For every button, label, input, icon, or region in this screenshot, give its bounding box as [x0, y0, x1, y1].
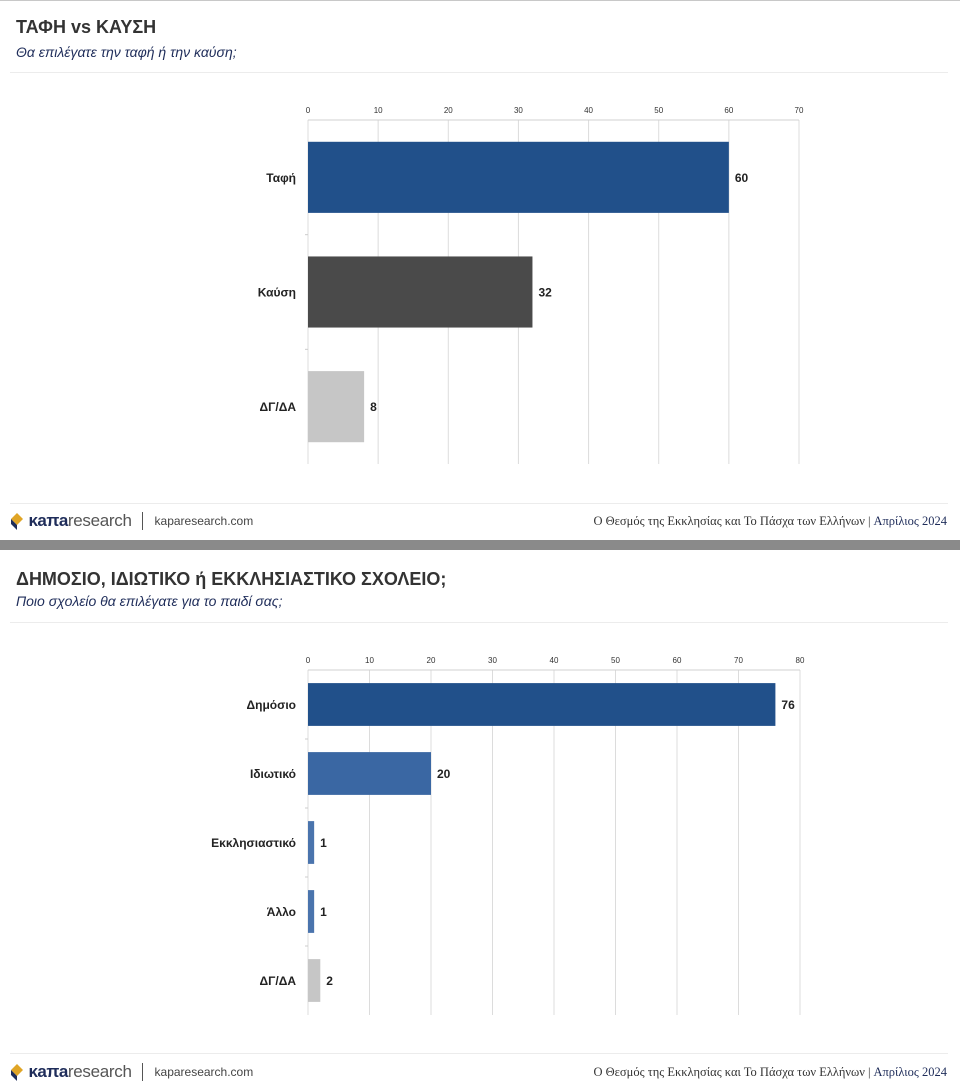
logo-divider	[142, 1063, 144, 1081]
chart-panel-school-type: ΔΗΜΟΣΙΟ, ΙΔΙΩΤΙΚΟ ή ΕΚΚΛΗΣΙΑΣΤΙΚΟ ΣΧΟΛΕΙ…	[0, 550, 960, 1090]
x-tick-label: 70	[795, 106, 804, 115]
bar	[308, 256, 533, 328]
header-divider	[10, 72, 948, 73]
x-tick-label: 50	[611, 656, 620, 665]
x-tick-label: 40	[584, 106, 593, 115]
panel-separator	[0, 540, 960, 550]
survey-info: Ο Θεσμός της Εκκλησίας και Το Πάσχα των …	[594, 514, 948, 529]
footer-divider	[10, 503, 948, 504]
logo-research-text: research	[67, 511, 132, 530]
x-tick-label: 40	[550, 656, 559, 665]
logo-divider	[142, 512, 144, 530]
category-label: Δημόσιο	[247, 698, 297, 712]
x-tick-label: 20	[427, 656, 436, 665]
chart-panel-burial-cremation: ΤΑΦΗ vs ΚΑΥΣΗ Θα επιλέγατε την ταφή ή τη…	[0, 0, 960, 540]
survey-date: Απρίλιος 2024	[873, 1065, 947, 1079]
bar	[308, 141, 729, 213]
x-tick-label: 0	[306, 106, 311, 115]
chart-title: ΔΗΜΟΣΙΟ, ΙΔΙΩΤΙΚΟ ή ΕΚΚΛΗΣΙΑΣΤΙΚΟ ΣΧΟΛΕΙ…	[16, 569, 447, 589]
category-label: Καύση	[258, 286, 296, 300]
x-tick-label: 10	[365, 656, 374, 665]
survey-info: Ο Θεσμός της Εκκλησίας και Το Πάσχα των …	[594, 1065, 948, 1080]
category-label: ΔΓ/ΔΑ	[260, 974, 297, 988]
x-tick-label: 80	[796, 656, 805, 665]
header-divider	[10, 622, 948, 623]
x-tick-label: 10	[374, 106, 383, 115]
footer: κaπaresearch kaparesearch.com Ο Θεσμός τ…	[0, 1059, 960, 1087]
data-label: 8	[370, 400, 377, 414]
data-label: 1	[320, 905, 327, 919]
footer-separator: |	[867, 514, 871, 528]
bar	[308, 683, 776, 726]
footer-separator: |	[867, 1065, 871, 1079]
x-tick-label: 20	[444, 106, 453, 115]
survey-name: Ο Θεσμός της Εκκλησίας και Το Πάσχα των …	[593, 1065, 865, 1079]
kapa-logo-mark-icon	[11, 513, 23, 530]
survey-name: Ο Θεσμός της Εκκλησίας και Το Πάσχα των …	[593, 514, 865, 528]
chart-subtitle: Ποιο σχολείο θα επιλέγατε για το παιδί σ…	[16, 593, 283, 609]
x-tick-label: 50	[654, 106, 663, 115]
bar	[308, 752, 431, 795]
data-label: 32	[538, 286, 552, 300]
kapa-research-logo: κaπaresearch kaparesearch.com	[10, 511, 253, 533]
data-label: 2	[326, 974, 333, 988]
x-tick-label: 0	[306, 656, 311, 665]
bar-chart-school-type: 0 10 20 30 40 50 60 70 80 Δημόσιο 76 Ιδιωτικό 20 Εκκλ…	[211, 656, 805, 1015]
category-label: Ταφή	[266, 171, 296, 185]
kapa-research-logo: κaπaresearch kaparesearch.com	[10, 1062, 253, 1084]
category-label: Άλλο	[267, 905, 296, 919]
x-tick-label: 60	[724, 106, 733, 115]
footer: κaπaresearch kaparesearch.com Ο Θεσμός τ…	[0, 508, 960, 536]
panel-top-border	[0, 0, 960, 1]
survey-date: Απρίλιος 2024	[873, 514, 947, 528]
logo-kapa-text: κaπa	[28, 511, 68, 530]
x-tick-label: 60	[673, 656, 682, 665]
bar	[308, 890, 315, 933]
chart-title: ΤΑΦΗ vs ΚΑΥΣΗ	[16, 17, 157, 37]
bar	[308, 821, 315, 864]
logo-research-text: research	[67, 1062, 132, 1081]
website-link[interactable]: kaparesearch.com	[154, 514, 254, 528]
kapa-logo-mark-icon	[11, 1064, 23, 1081]
bar	[308, 959, 321, 1002]
x-tick-label: 30	[514, 106, 523, 115]
x-tick-label: 70	[734, 656, 743, 665]
category-label: Εκκλησιαστικό	[211, 836, 296, 850]
logo-kapa-text: κaπa	[28, 1062, 68, 1081]
bar-chart-burial-cremation: 0 10 20 30 40 50 60 70 Ταφή 60 Καύση 32 ΔΓ/ΔΑ 8	[258, 106, 804, 464]
x-tick-label: 30	[488, 656, 497, 665]
footer-divider	[10, 1053, 948, 1054]
data-label: 60	[735, 171, 749, 185]
website-link[interactable]: kaparesearch.com	[154, 1065, 254, 1079]
data-label: 1	[320, 836, 327, 850]
category-label: ΔΓ/ΔΑ	[260, 400, 297, 414]
chart-subtitle: Θα επιλέγατε την ταφή ή την καύση;	[16, 44, 237, 60]
category-label: Ιδιωτικό	[250, 767, 296, 781]
data-label: 76	[781, 698, 795, 712]
bar	[308, 371, 365, 443]
data-label: 20	[437, 767, 451, 781]
